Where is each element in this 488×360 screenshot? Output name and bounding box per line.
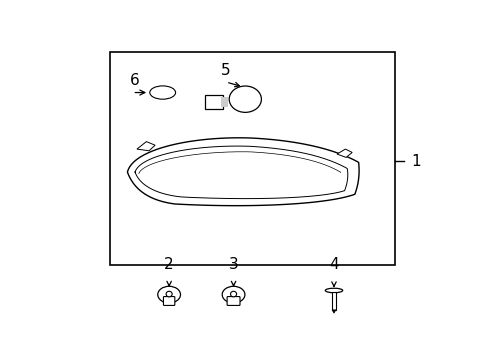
Polygon shape [331, 310, 335, 313]
Ellipse shape [325, 288, 342, 293]
Ellipse shape [229, 86, 261, 112]
Circle shape [158, 286, 180, 303]
Text: 1: 1 [411, 153, 421, 168]
Bar [110, 51, 394, 265]
Polygon shape [137, 141, 155, 151]
Text: 6: 6 [130, 73, 140, 88]
Text: 5: 5 [221, 63, 230, 78]
Polygon shape [331, 292, 335, 310]
Bar [205, 95, 223, 109]
Text: 4: 4 [328, 257, 338, 272]
Text: 3: 3 [228, 257, 238, 272]
FancyBboxPatch shape [226, 297, 240, 305]
Polygon shape [127, 138, 358, 206]
Ellipse shape [149, 86, 175, 99]
Ellipse shape [230, 291, 236, 297]
Ellipse shape [166, 291, 172, 297]
Polygon shape [336, 149, 351, 157]
Bar [221, 97, 228, 107]
Circle shape [222, 286, 244, 303]
FancyBboxPatch shape [163, 297, 175, 305]
Text: 2: 2 [164, 257, 174, 272]
